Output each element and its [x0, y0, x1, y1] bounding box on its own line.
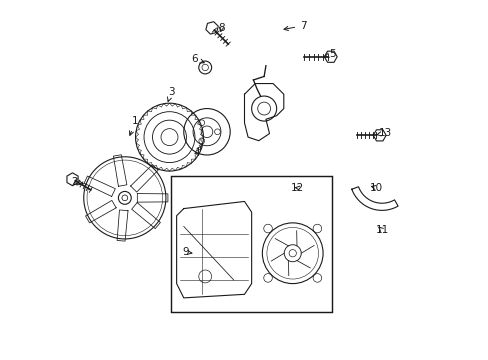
Text: 9: 9	[182, 247, 191, 257]
Text: 5: 5	[324, 49, 335, 59]
Bar	[171, 176, 331, 312]
Text: 10: 10	[369, 183, 383, 193]
Text: 6: 6	[191, 54, 204, 64]
Text: 1: 1	[129, 116, 139, 135]
Text: 11: 11	[375, 225, 388, 235]
Text: 7: 7	[284, 21, 306, 31]
Text: 4: 4	[193, 145, 201, 158]
Text: 2: 2	[71, 177, 83, 187]
Text: 3: 3	[167, 87, 174, 102]
Text: 8: 8	[218, 23, 224, 33]
Text: 12: 12	[290, 183, 304, 193]
Text: 13: 13	[375, 128, 391, 138]
